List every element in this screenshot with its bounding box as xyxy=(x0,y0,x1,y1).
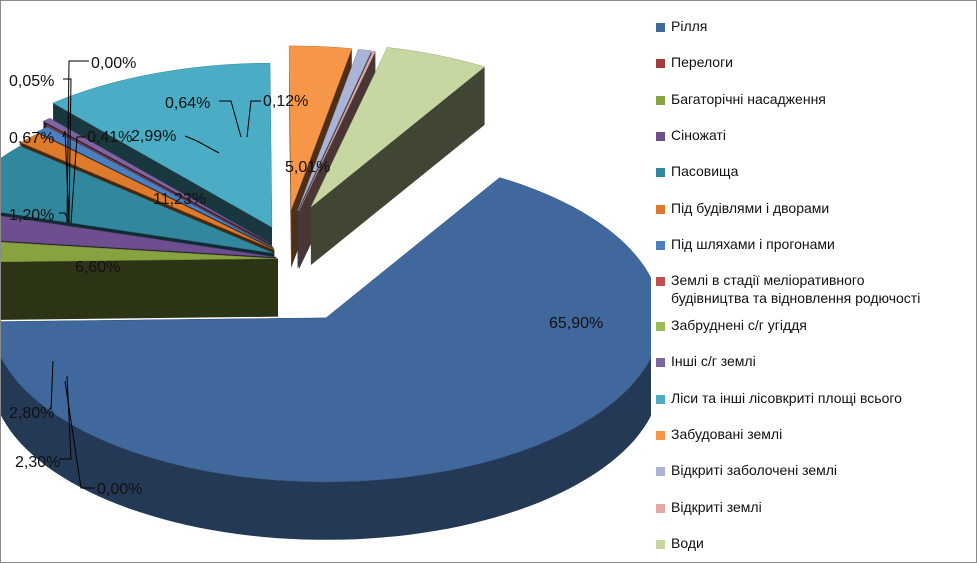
slice-5 xyxy=(20,133,275,250)
data-label-5: 1,20% xyxy=(9,207,54,224)
leader-line-9 xyxy=(70,136,85,224)
slice-rim-0-0 xyxy=(1,357,651,540)
slice-9 xyxy=(42,118,269,243)
legend-swatch xyxy=(656,503,665,513)
slice-6 xyxy=(36,126,274,249)
legend-swatch xyxy=(656,394,665,404)
legend-label: Ліси та інші лісовкриті площі всього xyxy=(671,389,902,406)
slice-12 xyxy=(297,49,372,211)
slice-7 xyxy=(45,124,273,247)
leader-line-5 xyxy=(59,212,70,224)
pie-labels: 65,90% 0,00% 2,30% 2,80% 6,60% 1,20% 0,67% 0,05… xyxy=(9,55,603,498)
data-label-7: 0,05% xyxy=(9,73,54,90)
legend-label: Землі в стадії меліоративного будівництва… xyxy=(671,272,921,307)
slice-13 xyxy=(298,50,376,212)
legend-label: Відкриті заболочені землі xyxy=(671,462,838,479)
data-label-6: 0,67% xyxy=(9,130,54,147)
data-label-12: 0,64% xyxy=(165,95,210,112)
legend-swatch xyxy=(656,59,665,69)
legend-label: Пасовища xyxy=(671,163,739,180)
pie-tops xyxy=(1,45,651,483)
legend-label: Багаторічні насадження xyxy=(671,90,826,107)
leader-line-7 xyxy=(63,78,72,224)
legend-swatch xyxy=(656,204,665,214)
data-label-3: 2,80% xyxy=(9,405,54,422)
leader-line-11 xyxy=(184,135,220,154)
data-label-9: 0,41% xyxy=(87,129,132,146)
slice-4 xyxy=(1,145,274,254)
data-label-2: 2,30% xyxy=(15,454,60,471)
legend-swatch xyxy=(656,240,665,250)
legend-swatch xyxy=(656,467,665,477)
legend: Рілля Перелоги Багаторічні насадження Сінож… xyxy=(656,1,974,562)
leader-line-2 xyxy=(59,375,72,460)
slice-wall-14-1 xyxy=(310,66,485,266)
legend-swatch xyxy=(656,168,665,178)
legend-label: Під шляхами і прогонами xyxy=(671,235,835,252)
legend-swatch xyxy=(656,23,665,32)
data-label-11: 2,99% xyxy=(131,128,176,145)
leader-line-13 xyxy=(246,100,261,138)
data-label-13: 0,12% xyxy=(263,93,308,110)
slice-3 xyxy=(1,215,277,258)
data-label-8: 0,00% xyxy=(91,55,136,72)
data-label-10: 11,23% xyxy=(153,191,206,208)
leader-line-12 xyxy=(219,100,242,138)
data-label-4: 6,60% xyxy=(75,259,120,276)
legend-label: Під будівлями і дворами xyxy=(671,199,830,216)
legend-label: Забруднені с/г угіддя xyxy=(671,317,807,334)
legend-swatch xyxy=(656,539,665,549)
slice-0 xyxy=(1,177,651,483)
legend-swatch xyxy=(656,322,665,332)
legend-swatch xyxy=(656,95,665,105)
slice-10 xyxy=(52,62,273,228)
leader-line-8 xyxy=(66,60,89,224)
legend-swatch xyxy=(656,131,665,141)
leader-lines xyxy=(50,60,261,489)
slice-wall-2-0 xyxy=(1,258,279,320)
legend-swatch xyxy=(656,277,665,287)
legend-swatch xyxy=(656,358,665,368)
leader-line-1 xyxy=(64,380,95,489)
legend-label: Інші с/г землі xyxy=(671,353,756,370)
data-label-14: 5,01% xyxy=(285,159,330,176)
legend-label: Забудовані землі xyxy=(671,426,783,442)
legend-swatch xyxy=(656,431,665,440)
data-label-1: 0,00% xyxy=(97,481,142,498)
legend-label: Рілля xyxy=(671,18,708,34)
slice-11 xyxy=(288,45,353,210)
slice-14 xyxy=(310,47,486,208)
legend-label: Перелоги xyxy=(671,54,733,71)
leader-line-3 xyxy=(50,360,54,411)
legend-label: Сіножаті xyxy=(671,126,726,143)
data-label-0: 65,90% xyxy=(549,315,603,332)
legend-label: Відкриті землі xyxy=(671,498,762,515)
pie-chart: 65,90% 0,00% 2,30% 2,80% 6,60% 1,20% 0,67% 0,05… xyxy=(1,45,651,540)
slice-2 xyxy=(1,241,279,263)
legend-label: Води xyxy=(671,534,704,551)
